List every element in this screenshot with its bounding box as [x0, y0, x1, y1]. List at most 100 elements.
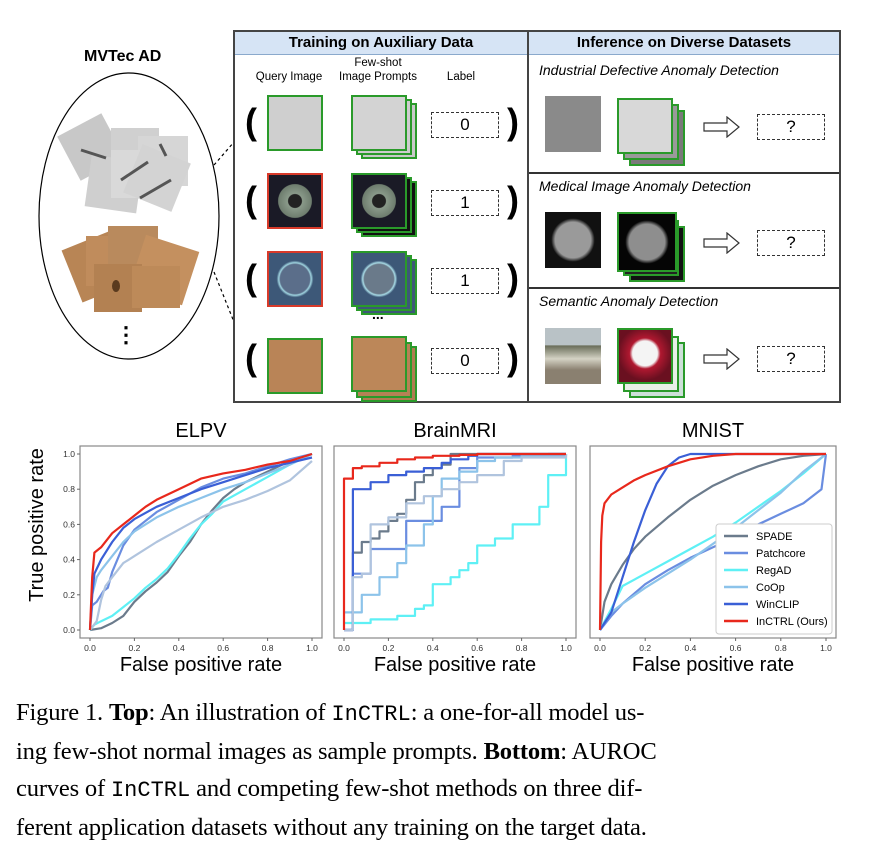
more-rows-dots: ... — [372, 306, 384, 322]
right-arrow-icon — [703, 348, 740, 370]
training-panel: Training on Auxiliary Data Query Image F… — [233, 30, 529, 403]
chart-legend: SPADE Patchcore RegAD CoOp WinCLIP InCTRL (Ou… — [715, 523, 833, 635]
x-tick-label: 0.4 — [173, 643, 185, 653]
x-tick-label: 0.8 — [516, 643, 528, 653]
query-image-solar-cell — [545, 96, 601, 152]
roc-curve-coop — [88, 453, 313, 631]
caption-line-2: ing few-shot normal images as sample pro… — [16, 733, 876, 770]
inference-panel: Inference on Diverse Datasets Industrial… — [527, 30, 841, 403]
col-few-shot-line2: Image Prompts — [339, 71, 417, 83]
prompt-image-cable — [351, 251, 407, 307]
roc-curve-spade — [598, 452, 827, 631]
chart-mnist: MNIST 0.0 0.2 0.4 0.6 0.8 1.0 SPADE Patchcore Re… — [586, 418, 840, 678]
y-tick-label: 0.2 — [63, 590, 75, 600]
close-paren: ) — [507, 257, 519, 298]
label-box: 0 — [431, 112, 499, 138]
roc-plot-mnist: 0.0 0.2 0.4 0.6 0.8 1.0 SPADE Patchcore RegAD CoO… — [589, 445, 837, 653]
caption-text: : AUROC — [560, 738, 657, 765]
screw-image-stack — [57, 113, 191, 214]
xlabel: False positive rate — [631, 654, 795, 676]
x-tick-label: 0.6 — [471, 643, 483, 653]
open-paren: ( — [245, 337, 257, 378]
legend-label: InCTRL (Ours) — [756, 616, 828, 628]
legend-item: CoOp — [724, 582, 785, 594]
right-arrow-icon — [703, 116, 740, 138]
ylabel-true-positive-rate: True positive rate — [26, 420, 49, 630]
open-paren: ( — [245, 179, 257, 220]
col-few-shot-line1: Few-shot — [354, 57, 402, 69]
col-label: Label — [446, 71, 476, 83]
section-divider — [529, 172, 839, 174]
caption-line-4: ferent application datasets without any … — [16, 814, 647, 841]
x-tick-label: 0.0 — [84, 643, 96, 653]
query-image-screw — [267, 95, 323, 151]
y-tick-label: 1.0 — [63, 449, 75, 459]
x-tick-label: 1.0 — [306, 643, 318, 653]
x-tick-label: 0.2 — [382, 643, 394, 653]
output-box: ? — [757, 114, 825, 140]
caption-text: curves of — [16, 775, 111, 802]
x-tick-label: 0.4 — [684, 643, 696, 653]
section-title: Medical Image Anomaly Detection — [539, 178, 751, 194]
prompt-image-screw — [351, 95, 407, 151]
label-box: 1 — [431, 190, 499, 216]
roc-curve-winclip — [88, 456, 313, 631]
roc-curve-patchcore — [88, 452, 313, 631]
col-query-image: Query Image — [255, 71, 323, 83]
caption-line-1: Figure 1. Top: An illustration of InCTRL… — [16, 694, 876, 733]
legend-item: RegAD — [724, 565, 792, 577]
legend-item: Patchcore — [724, 548, 806, 560]
legend-item: SPADE — [724, 531, 792, 543]
open-paren: ( — [245, 101, 257, 142]
roc-curve-winclip — [344, 452, 566, 632]
legend-item: InCTRL (Ours) — [724, 616, 828, 628]
roc-curve-inctrl-ours — [598, 452, 826, 631]
close-paren: ) — [507, 179, 519, 220]
query-image-car — [545, 328, 601, 384]
output-box: ? — [757, 346, 825, 372]
legend-label: RegAD — [756, 565, 792, 577]
x-tick-label: 1.0 — [560, 643, 572, 653]
legend-item: WinCLIP — [724, 599, 799, 611]
right-arrow-icon — [703, 232, 740, 254]
chart-title: ELPV — [175, 420, 227, 442]
roc-curve-regad — [344, 454, 568, 625]
roc-curve-extra-lightblue — [89, 460, 313, 631]
caption-bold: Top — [108, 699, 149, 726]
x-tick-label: 0.4 — [427, 643, 439, 653]
legend-label: CoOp — [756, 582, 785, 594]
close-paren: ) — [507, 337, 519, 378]
xlabel: False positive rate — [119, 654, 283, 676]
mvtec-title: MVTec AD — [84, 48, 162, 65]
roc-plot-brainmri: 0.0 0.2 0.4 0.6 0.8 1.0 — [333, 445, 577, 653]
section-title: Industrial Defective Anomaly Detection — [539, 62, 779, 78]
prompt-image-dog — [617, 328, 673, 384]
roc-curve-winclip — [599, 452, 826, 631]
y-tick-label: 0.0 — [63, 625, 75, 635]
label-box: 0 — [431, 348, 499, 374]
chart-brainmri: BrainMRI 0.0 0.2 0.4 0.6 0.8 1.0 False positi… — [330, 418, 580, 678]
x-tick-label: 0.8 — [262, 643, 274, 653]
x-tick-label: 0.6 — [217, 643, 229, 653]
wood-image-stack — [61, 226, 200, 312]
y-tick-label: 0.4 — [63, 555, 75, 565]
prompt-image-wood — [351, 336, 407, 392]
x-tick-label: 0.6 — [730, 643, 742, 653]
prompt-image-solar-cell — [617, 98, 673, 154]
label-box: 1 — [431, 268, 499, 294]
figure-caption: Figure 1. Top: An illustration of InCTRL… — [16, 694, 876, 846]
caption-line-3: curves of InCTRL and competing few-shot … — [16, 770, 876, 809]
col-few-shot-prompts: Few-shot Image Prompts — [333, 56, 423, 84]
section-title: Semantic Anomaly Detection — [539, 293, 719, 309]
plot-frame — [79, 445, 323, 639]
legend-label: WinCLIP — [756, 599, 799, 611]
y-tick-label: 0.8 — [63, 484, 75, 494]
x-tick-label: 0.2 — [128, 643, 140, 653]
query-image-wood — [267, 338, 323, 394]
close-paren: ) — [507, 101, 519, 142]
x-tick-label: 1.0 — [820, 643, 832, 653]
y-tick-label: 0.6 — [63, 519, 75, 529]
open-paren: ( — [245, 257, 257, 298]
roc-curve-inctrl-ours — [342, 452, 566, 630]
caption-bold: Bottom — [483, 738, 561, 765]
